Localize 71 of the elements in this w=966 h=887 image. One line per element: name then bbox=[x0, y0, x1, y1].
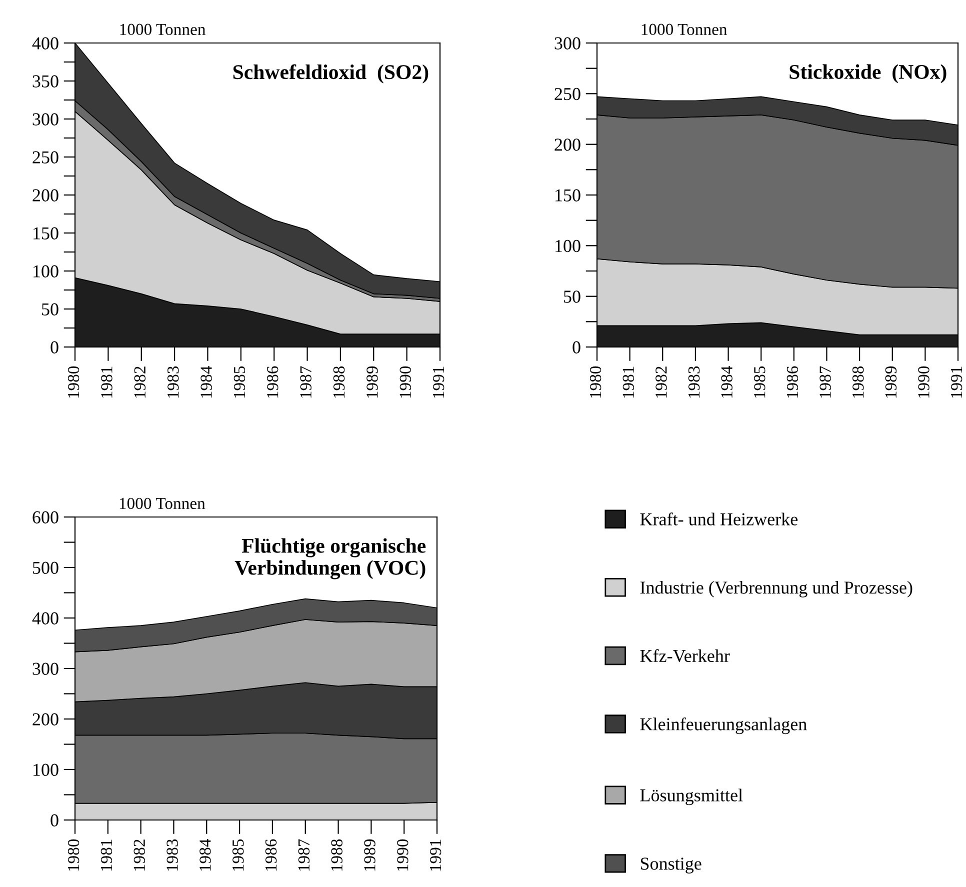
x-tick-label: 1987 bbox=[300, 366, 312, 398]
y-tick-label: 100 bbox=[34, 764, 58, 776]
y-tick-label: 600 bbox=[32, 511, 58, 524]
y-tick-label: 200 bbox=[554, 138, 580, 151]
x-tick-label: 1989 bbox=[364, 839, 376, 871]
y-tick-label: 0 bbox=[50, 341, 58, 354]
x-tick-label: 1982 bbox=[134, 840, 145, 871]
text: Stickoxide (NOx) bbox=[790, 64, 946, 84]
x-tick-label: 1990 bbox=[400, 366, 411, 398]
x-tick-label: 1983 bbox=[167, 366, 179, 398]
y-tick-label: 0 bbox=[572, 341, 580, 354]
x-tick-label: 1985 bbox=[234, 366, 246, 398]
legend-label: Kfz-Verkehr bbox=[640, 649, 730, 662]
x-tick-label: 1987 bbox=[820, 366, 831, 398]
y-tick-label: 50 bbox=[564, 290, 580, 303]
x-tick-label: 1991 bbox=[432, 366, 444, 398]
x-tick-label: 1983 bbox=[166, 839, 178, 871]
y-tick-label: 200 bbox=[32, 713, 58, 726]
x-tick-label: 1991 bbox=[430, 840, 442, 871]
x-tick-label: 1988 bbox=[333, 366, 345, 398]
x-tick-label: 1982 bbox=[656, 366, 667, 398]
text: Flüchtige organische Verbindungen (VOC) bbox=[234, 538, 426, 580]
x-tick-label: 1986 bbox=[267, 366, 278, 398]
y-tick-label: 250 bbox=[554, 88, 580, 100]
legend-label: Kleinfeuerungsanlagen bbox=[640, 717, 807, 734]
legend-label: Industrie (Verbrennung und Prozesse) bbox=[640, 580, 912, 598]
x-tick-label: 1981 bbox=[101, 366, 112, 398]
x-tick-label: 1980 bbox=[590, 366, 602, 398]
legend-label: Kraft- und Heizwerke bbox=[640, 512, 798, 526]
x-tick-label: 1991 bbox=[950, 366, 962, 398]
x-tick-label: 1985 bbox=[754, 366, 766, 398]
y-tick-label: 150 bbox=[34, 227, 58, 240]
x-tick-label: 1980 bbox=[68, 366, 80, 398]
x-tick-label: 1990 bbox=[397, 839, 408, 871]
y-tick-label: 400 bbox=[32, 612, 58, 624]
x-tick-label: 1984 bbox=[200, 839, 211, 871]
x-tick-label: 1980 bbox=[68, 839, 80, 871]
x-tick-label: 1983 bbox=[688, 366, 700, 398]
x-tick-label: 1981 bbox=[622, 366, 634, 398]
x-tick-label: 1987 bbox=[298, 839, 310, 871]
y-tick-label: 200 bbox=[32, 189, 58, 202]
y-tick-label: 100 bbox=[556, 240, 580, 252]
y-axis-title: 1000 Tonnen bbox=[642, 24, 728, 36]
x-tick-label: 1982 bbox=[134, 366, 146, 398]
y-tick-label: 150 bbox=[556, 189, 580, 202]
legend-label: Sonstige bbox=[640, 858, 702, 874]
y-tick-label: 50 bbox=[42, 303, 58, 316]
y-tick-label: 0 bbox=[50, 814, 58, 826]
x-tick-label: 1986 bbox=[265, 839, 277, 871]
legend-label: Lösungsmittel bbox=[640, 788, 743, 806]
x-tick-label: 1985 bbox=[232, 839, 244, 871]
y-tick-label: 250 bbox=[32, 151, 58, 164]
y-axis-title: 1000 Tonnen bbox=[120, 498, 206, 510]
y-tick-label: 300 bbox=[32, 113, 58, 126]
x-tick-label: 1989 bbox=[366, 366, 378, 398]
y-tick-label: 500 bbox=[32, 562, 58, 574]
y-tick-label: 350 bbox=[32, 75, 58, 88]
y-axis-title: 1000 Tonnen bbox=[120, 24, 206, 36]
text: Schwefeldioxid (SO2) bbox=[233, 64, 428, 84]
x-tick-label: 1989 bbox=[885, 366, 897, 398]
y-tick-label: 100 bbox=[34, 265, 58, 278]
x-tick-label: 1984 bbox=[721, 366, 732, 398]
x-tick-label: 1984 bbox=[200, 366, 212, 398]
x-tick-label: 1990 bbox=[918, 366, 930, 398]
x-tick-label: 1988 bbox=[852, 366, 864, 398]
y-tick-label: 400 bbox=[32, 37, 58, 50]
y-tick-label: 300 bbox=[32, 662, 58, 675]
y-tick-label: 300 bbox=[554, 37, 580, 50]
x-tick-label: 1988 bbox=[331, 839, 342, 871]
x-tick-label: 1986 bbox=[786, 366, 798, 398]
x-tick-label: 1981 bbox=[100, 840, 112, 871]
